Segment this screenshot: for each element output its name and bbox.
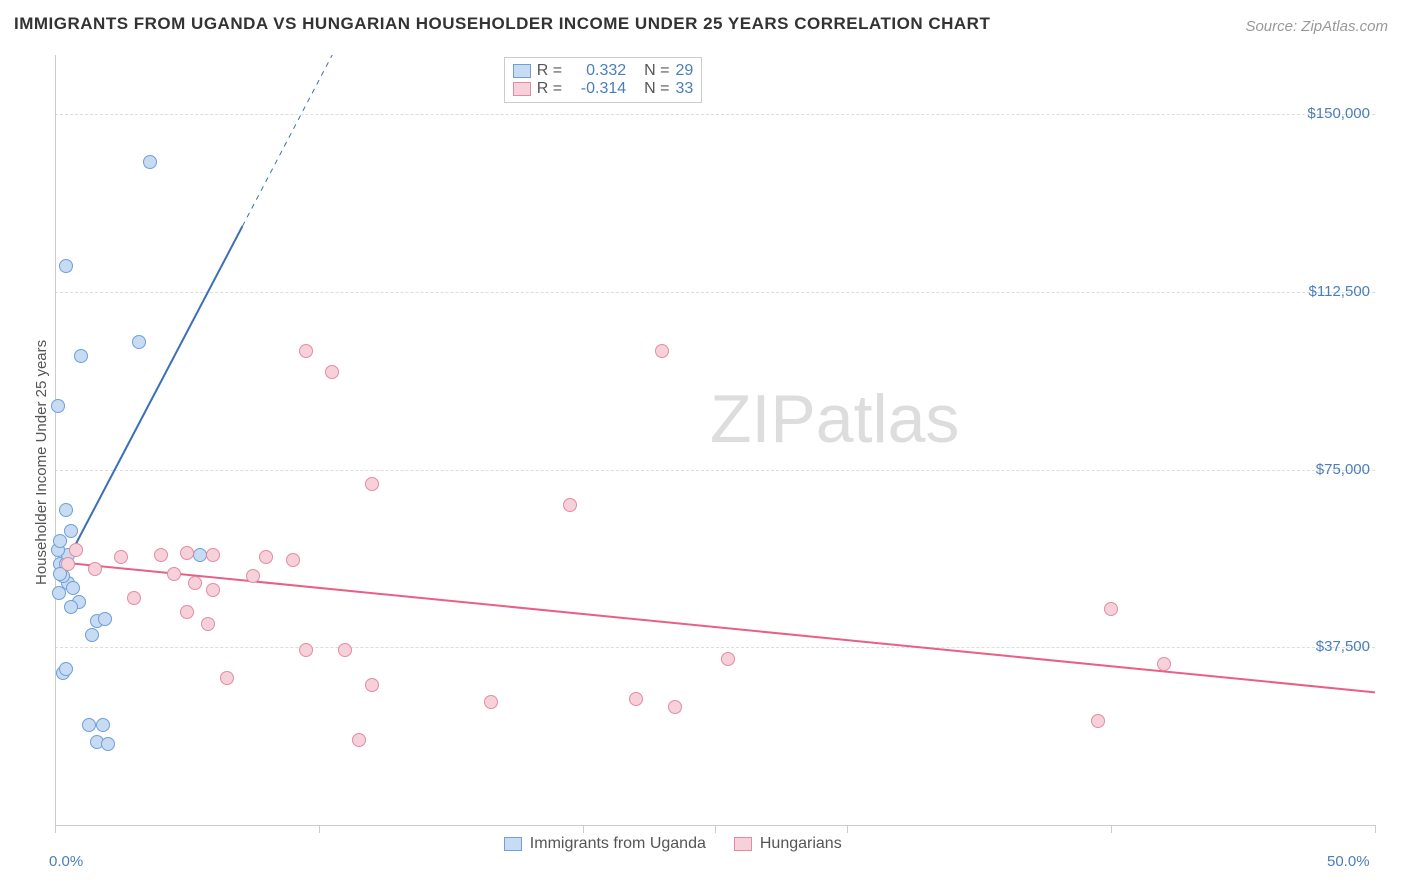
- marker-hungarians: [167, 567, 181, 581]
- marker-hungarians: [220, 671, 234, 685]
- marker-uganda: [143, 155, 157, 169]
- marker-uganda: [64, 524, 78, 538]
- marker-hungarians: [484, 695, 498, 709]
- stats-row: R = 0.332 N = 29: [513, 62, 693, 80]
- marker-hungarians: [127, 591, 141, 605]
- stats-r-value: 0.332: [568, 62, 626, 80]
- marker-hungarians: [1157, 657, 1171, 671]
- stats-swatch: [513, 64, 531, 78]
- marker-hungarians: [299, 643, 313, 657]
- stats-n-value: 33: [675, 80, 693, 98]
- x-tick-mark: [55, 825, 56, 833]
- x-max-label: 50.0%: [1327, 853, 1370, 870]
- x-min-label: 0.0%: [49, 853, 83, 870]
- x-tick-mark: [1375, 825, 1376, 833]
- marker-hungarians: [299, 344, 313, 358]
- source-attribution: Source: ZipAtlas.com: [1245, 18, 1388, 35]
- x-tick-mark: [715, 825, 716, 833]
- y-axis-title: Householder Income Under 25 years: [33, 340, 50, 585]
- marker-uganda: [51, 399, 65, 413]
- trend-line-uganda: [58, 226, 243, 578]
- marker-hungarians: [154, 548, 168, 562]
- legend-item-hungarians: Hungarians: [734, 835, 842, 853]
- marker-uganda: [59, 662, 73, 676]
- trend-line-dashed-uganda: [242, 55, 332, 226]
- x-tick-mark: [1111, 825, 1112, 833]
- marker-uganda: [52, 586, 66, 600]
- marker-uganda: [53, 534, 67, 548]
- stats-swatch: [513, 82, 531, 96]
- marker-uganda: [193, 548, 207, 562]
- stats-r-label: R =: [537, 80, 562, 98]
- marker-hungarians: [352, 733, 366, 747]
- legend: Immigrants from Uganda Hungarians: [504, 835, 842, 853]
- x-tick-mark: [583, 825, 584, 833]
- scatter-chart: $37,500$75,000$112,500$150,0000.0%50.0%H…: [55, 55, 1375, 825]
- marker-hungarians: [88, 562, 102, 576]
- stats-n-label: N =: [644, 80, 669, 98]
- stats-row: R = -0.314 N = 33: [513, 80, 693, 98]
- marker-uganda: [96, 718, 110, 732]
- marker-hungarians: [180, 546, 194, 560]
- legend-swatch: [504, 837, 522, 851]
- stats-r-label: R =: [537, 62, 562, 80]
- marker-hungarians: [286, 553, 300, 567]
- marker-uganda: [59, 503, 73, 517]
- marker-hungarians: [668, 700, 682, 714]
- marker-uganda: [98, 612, 112, 626]
- legend-label: Hungarians: [760, 835, 842, 853]
- legend-item-uganda: Immigrants from Uganda: [504, 835, 706, 853]
- chart-title: IMMIGRANTS FROM UGANDA VS HUNGARIAN HOUS…: [14, 14, 990, 34]
- stats-n-value: 29: [675, 62, 693, 80]
- x-tick-mark: [319, 825, 320, 833]
- marker-hungarians: [1091, 714, 1105, 728]
- x-tick-mark: [847, 825, 848, 833]
- marker-uganda: [59, 259, 73, 273]
- marker-hungarians: [365, 477, 379, 491]
- marker-uganda: [64, 600, 78, 614]
- marker-hungarians: [365, 678, 379, 692]
- stats-box: R = 0.332 N = 29 R = -0.314 N = 33: [504, 57, 702, 103]
- marker-hungarians: [563, 498, 577, 512]
- stats-n-label: N =: [644, 62, 669, 80]
- legend-swatch: [734, 837, 752, 851]
- marker-hungarians: [201, 617, 215, 631]
- legend-label: Immigrants from Uganda: [530, 835, 706, 853]
- marker-hungarians: [180, 605, 194, 619]
- stats-r-value: -0.314: [568, 80, 626, 98]
- trend-lines: [55, 55, 1375, 825]
- marker-hungarians: [338, 643, 352, 657]
